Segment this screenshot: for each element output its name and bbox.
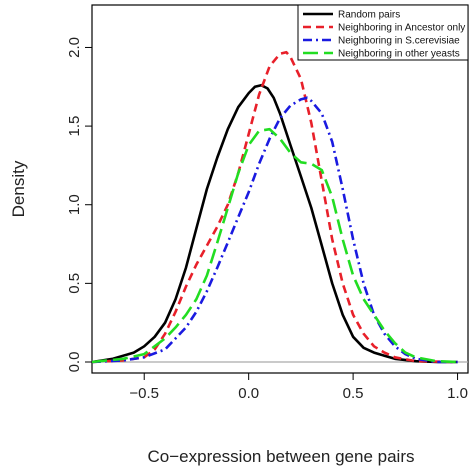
y-tick-label: 1.5 bbox=[66, 116, 83, 137]
y-tick-label: 2.0 bbox=[66, 37, 83, 58]
legend-label-0: Random pairs bbox=[338, 10, 400, 21]
y-tick-label: 0.5 bbox=[66, 273, 83, 294]
legend: Random pairs Neighboring in Ancestor only… bbox=[297, 4, 469, 61]
series-line-2 bbox=[91, 96, 458, 364]
legend-label-1: Neighboring in Ancestor only bbox=[338, 23, 465, 34]
legend-label-3: Neighboring in other yeasts bbox=[338, 49, 460, 60]
x-axis-label: Co−expression between gene pairs bbox=[148, 447, 415, 466]
y-tick-label: 0.0 bbox=[66, 352, 83, 373]
series-line-0 bbox=[91, 83, 458, 364]
series-curves bbox=[91, 50, 468, 364]
plot-frame bbox=[91, 4, 469, 374]
series-line-3 bbox=[91, 127, 458, 364]
x-tick-label: −0.5 bbox=[129, 385, 159, 402]
legend-label-2: Neighboring in S.cerevisiae bbox=[338, 36, 460, 47]
y-axis-label: Density bbox=[9, 160, 28, 217]
x-tick-label: 1.0 bbox=[447, 385, 468, 402]
y-axis: 0.0 0.5 1.0 1.5 2.0 bbox=[66, 37, 92, 372]
x-axis: −0.5 0.0 0.5 1.0 bbox=[129, 373, 468, 402]
x-tick-label: 0.0 bbox=[238, 385, 259, 402]
y-tick-label: 1.0 bbox=[66, 194, 83, 215]
x-tick-label: 0.5 bbox=[343, 385, 364, 402]
series-line-1 bbox=[91, 50, 458, 364]
